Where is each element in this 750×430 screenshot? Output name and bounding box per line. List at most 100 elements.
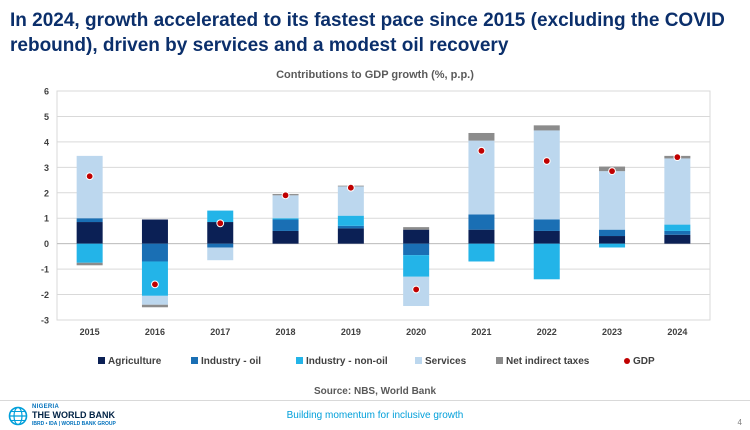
legend-item-agriculture: Agriculture <box>98 356 161 367</box>
bar-segment-industry-oil <box>272 219 299 231</box>
bar-segment-agriculture <box>664 234 691 244</box>
bar-segment-industry-oil <box>76 218 103 223</box>
globe-icon <box>8 406 28 426</box>
legend-swatch-industry-non-oil <box>296 357 303 364</box>
gdp-point <box>346 183 355 192</box>
legend-swatch-agriculture <box>98 357 105 364</box>
page-title: In 2024, growth accelerated to its faste… <box>10 10 725 56</box>
gdp-point <box>412 285 421 294</box>
bar-segment-net-indirect-taxes <box>403 227 430 230</box>
bar-segment-services <box>76 155 103 219</box>
bar-segment-net-indirect-taxes <box>533 125 560 131</box>
legend-label-gdp: GDP <box>633 356 655 367</box>
legend-label-industry-oil: Industry - oil <box>201 356 261 367</box>
gdp-contributions-chart: -3 -2 -1 0 1 2 3 4 5 6 2015 2016 2017 2018 2019 2020 202… <box>41 87 711 337</box>
bar-segment-industry-non-oil <box>337 215 364 226</box>
bar-segment-agriculture <box>207 222 234 244</box>
legend-label-agriculture: Agriculture <box>108 356 162 367</box>
y-tick-label: -2 <box>41 290 49 300</box>
legend-swatch-industry-oil <box>191 357 198 364</box>
page-number: 4 <box>737 418 742 427</box>
legend-item-services: Services <box>415 356 466 367</box>
bar-segment-industry-oil <box>599 229 626 237</box>
bar-segment-industry-non-oil <box>403 255 430 277</box>
x-tick-label: 2023 <box>602 327 622 337</box>
legend-item-industry-oil: Industry - oil <box>191 356 261 367</box>
bar-segment-agriculture <box>337 228 364 244</box>
bar-segment-services <box>141 295 168 305</box>
bar-segment-industry-oil <box>141 243 168 262</box>
bar-segment-agriculture <box>533 230 560 244</box>
bar-segment-industry-non-oil <box>664 224 691 231</box>
y-tick-label: 6 <box>44 87 49 97</box>
bar-segment-agriculture <box>468 229 495 244</box>
legend-label-services: Services <box>425 356 467 367</box>
x-tick-label: 2021 <box>471 327 491 337</box>
y-tick-label: 0 <box>44 239 49 249</box>
y-tick-label: -1 <box>41 265 49 275</box>
bar-segment-industry-non-oil <box>76 243 103 263</box>
x-tick-label: 2015 <box>80 327 100 337</box>
gdp-point <box>673 153 682 162</box>
x-tick-label: 2017 <box>210 327 230 337</box>
y-tick-label: 1 <box>44 214 49 224</box>
bar-segment-services <box>664 158 691 225</box>
bar-segment-agriculture <box>141 219 168 244</box>
bar-segment-industry-oil <box>337 225 364 229</box>
x-tick-label: 2018 <box>276 327 296 337</box>
legend-marker-gdp <box>624 358 630 364</box>
legend-swatch-net-indirect-taxes <box>496 357 503 364</box>
bar-segment-industry-non-oil <box>141 261 168 296</box>
x-tick-label: 2016 <box>145 327 165 337</box>
bar-segment-industry-oil <box>533 219 560 231</box>
footer-tagline: Building momentum for inclusive growth <box>286 410 464 421</box>
bar-segment-industry-oil <box>403 243 430 256</box>
legend-item-industry-non-oil: Industry - non-oil <box>296 356 388 367</box>
x-tick-label: 2020 <box>406 327 426 337</box>
bar-segment-agriculture <box>403 229 430 244</box>
bar-segment-net-indirect-taxes <box>141 304 168 308</box>
bar-segment-industry-non-oil <box>533 243 560 280</box>
logo-org-name: THE WORLD BANK <box>32 410 115 420</box>
gdp-point <box>542 157 551 165</box>
gdp-point <box>608 167 616 176</box>
bar-segment-industry-non-oil <box>599 243 626 248</box>
bar-segment-industry-oil <box>207 243 234 248</box>
bar-segment-net-indirect-taxes <box>468 132 495 141</box>
y-tick-label: 2 <box>44 188 49 198</box>
bar-segment-industry-non-oil <box>207 210 234 223</box>
y-tick-label: 4 <box>44 137 49 147</box>
gdp-point <box>281 191 290 200</box>
chart-title: Contributions to GDP growth (%, p.p.) <box>276 69 474 81</box>
legend-label-net-indirect-taxes: Net indirect taxes <box>506 356 590 367</box>
y-tick-label: 3 <box>44 163 49 173</box>
footer-divider <box>0 400 750 401</box>
bar-segment-services <box>533 130 560 220</box>
gdp-point <box>151 280 159 289</box>
x-tick-label: 2019 <box>341 327 361 337</box>
legend-swatch-services <box>415 357 422 364</box>
bar-segment-agriculture <box>599 236 626 244</box>
y-tick-label: -3 <box>41 316 49 326</box>
bar-segment-net-indirect-taxes <box>76 262 103 266</box>
bar-segment-industry-oil <box>468 214 495 230</box>
bar-segment-services <box>599 171 626 230</box>
chart-source: Source: NBS, World Bank <box>313 386 437 397</box>
x-tick-label: 2022 <box>537 327 557 337</box>
logo-subtitle: IBRD • IDA | WORLD BANK GROUP <box>32 421 116 427</box>
x-tick-label: 2024 <box>667 327 687 337</box>
gdp-point <box>85 172 94 181</box>
legend-item-gdp: GDP <box>624 356 655 367</box>
gdp-point <box>477 146 486 155</box>
bar-segment-industry-non-oil <box>272 218 299 220</box>
bar-segment-industry-oil <box>664 230 691 235</box>
y-tick-label: 5 <box>44 112 49 122</box>
legend-item-net-indirect-taxes: Net indirect taxes <box>496 356 589 367</box>
bar-segment-industry-non-oil <box>468 243 495 262</box>
gdp-point <box>216 219 225 228</box>
bar-segment-agriculture <box>76 222 103 244</box>
bar-segment-services <box>207 247 234 261</box>
bar-segment-agriculture <box>272 230 299 244</box>
legend-label-industry-non-oil: Industry - non-oil <box>306 356 388 367</box>
logo-country: NIGERIA <box>32 404 60 410</box>
